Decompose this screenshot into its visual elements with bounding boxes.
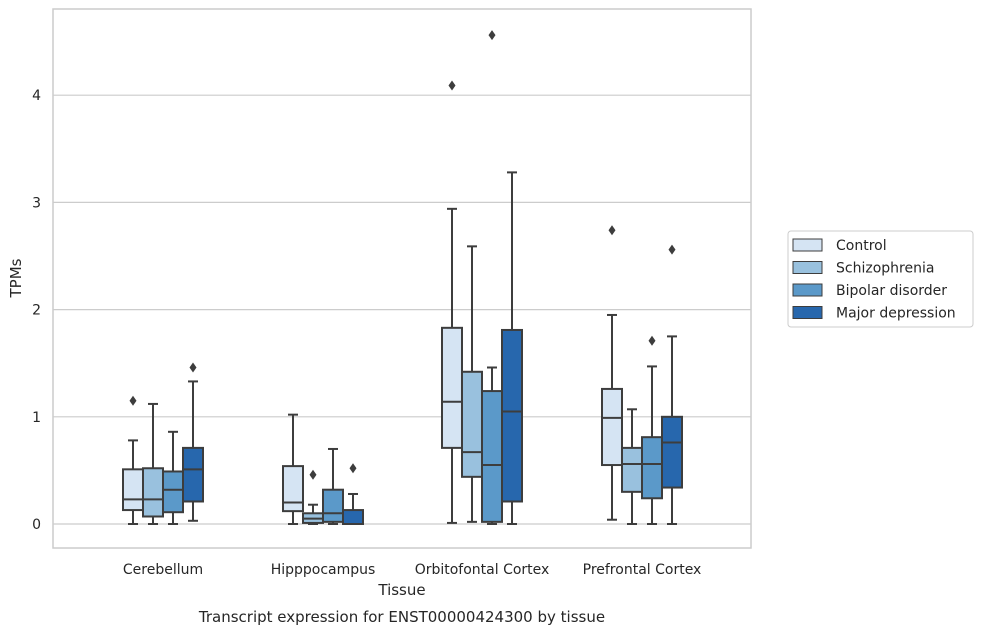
box-schizophrenia <box>461 245 483 523</box>
boxes <box>122 30 683 525</box>
box-body <box>441 326 463 449</box>
x-tick-label: Prefrontal Cortex <box>583 562 702 578</box>
box-body <box>162 470 184 514</box>
box-schizophrenia <box>302 469 324 525</box>
legend-label: Schizophrenia <box>836 261 934 277</box>
outlier-marker <box>648 335 656 346</box>
y-tick-labels: 0 1 2 3 4 <box>32 88 41 533</box>
outlier-marker <box>488 30 496 41</box>
box-control <box>601 225 623 521</box>
box-bipolar-disorder <box>162 430 184 525</box>
y-tick-label: 3 <box>32 195 41 211</box>
box-bipolar-disorder <box>322 447 344 525</box>
x-tick-labels: Cerebellum Hipppocampus Orbitofontal Corte… <box>123 562 701 578</box>
box-schizophrenia <box>142 402 164 525</box>
legend-frame <box>787 230 974 328</box>
outlier-marker <box>448 80 456 91</box>
x-tick-label: Cerebellum <box>123 562 203 578</box>
box-major-depression <box>661 244 683 525</box>
legend: Control Schizophrenia Bipolar disorder Majo… <box>787 230 974 328</box>
box-bipolar-disorder <box>481 30 503 525</box>
box-body <box>641 436 663 500</box>
y-axis-label: TPMs <box>7 258 25 298</box>
outlier-marker <box>608 225 616 236</box>
chart-caption: Transcript expression for ENST0000042430… <box>198 608 605 626</box>
legend-swatch <box>792 283 823 297</box>
legend-swatch <box>792 261 823 274</box>
y-tick-label: 0 <box>32 517 41 533</box>
legend-label: Bipolar disorder <box>836 283 947 299</box>
outlier-marker <box>189 362 197 373</box>
box-body <box>621 446 643 493</box>
box-body <box>661 415 683 489</box>
box-major-depression <box>342 463 364 525</box>
box-schizophrenia <box>621 408 643 525</box>
box-major-depression <box>182 362 204 522</box>
outlier-marker <box>129 395 137 406</box>
box-body <box>481 390 503 523</box>
box-body <box>142 467 164 518</box>
box-body <box>461 370 483 478</box>
box-body <box>322 488 344 523</box>
legend-label: Control <box>836 238 887 254</box>
plot-frame <box>52 8 752 549</box>
box-control <box>282 413 304 525</box>
box-control <box>122 395 144 525</box>
legend-label: Major depression <box>836 306 956 322</box>
box-body <box>122 468 144 512</box>
box-body <box>501 328 523 503</box>
x-tick-label: Hipppocampus <box>271 562 376 578</box>
outlier-marker <box>309 469 317 480</box>
y-tick-label: 1 <box>32 410 41 426</box>
outlier-marker <box>668 244 676 255</box>
y-tick-label: 2 <box>32 303 41 319</box>
y-tick-label: 4 <box>32 88 41 104</box>
box-bipolar-disorder <box>641 335 663 525</box>
legend-swatch <box>792 238 823 252</box>
box-body <box>282 465 304 513</box>
x-tick-label: Orbitofontal Cortex <box>415 562 550 578</box>
box-body <box>342 509 364 525</box>
box-major-depression <box>501 171 523 525</box>
x-axis-label: Tissue <box>377 581 425 599</box>
box-control <box>441 80 463 524</box>
outlier-marker <box>349 463 357 474</box>
legend-swatch <box>792 306 823 319</box>
box-body <box>601 387 623 467</box>
box-body <box>182 446 204 503</box>
